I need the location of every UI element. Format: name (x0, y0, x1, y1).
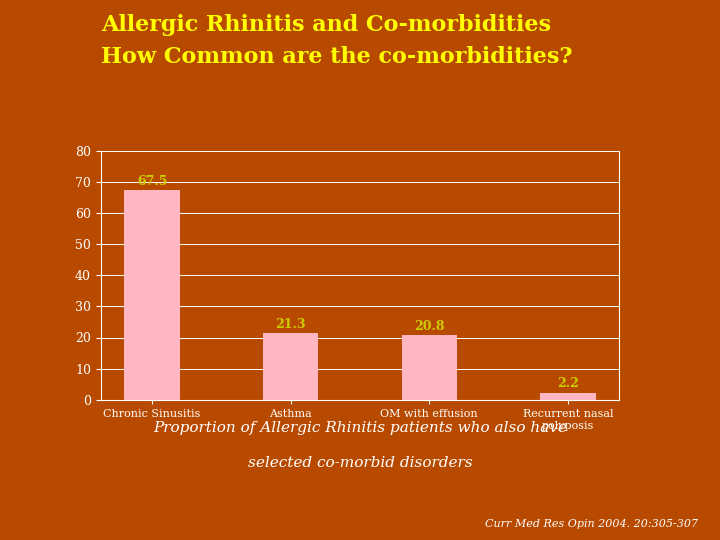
Bar (263, 334, 318, 400)
Text: selected co-morbid disorders: selected co-morbid disorders (248, 456, 472, 470)
Text: Allergic Rhinitis and Co-morbidities: Allergic Rhinitis and Co-morbidities (101, 14, 551, 36)
Text: 20.8: 20.8 (414, 320, 444, 333)
Text: How Common are the co-morbidities?: How Common are the co-morbidities? (101, 46, 572, 68)
Text: Curr Med Res Opin 2004. 20:305-307: Curr Med Res Opin 2004. 20:305-307 (485, 519, 698, 529)
Text: 67.5: 67.5 (137, 174, 167, 187)
Bar (125, 190, 180, 400)
Text: Proportion of Allergic Rhinitis patients who also have: Proportion of Allergic Rhinitis patients… (153, 421, 567, 435)
Text: 21.3: 21.3 (276, 318, 306, 331)
Text: 2.2: 2.2 (557, 377, 579, 390)
Bar (402, 335, 457, 400)
Bar (540, 393, 595, 400)
